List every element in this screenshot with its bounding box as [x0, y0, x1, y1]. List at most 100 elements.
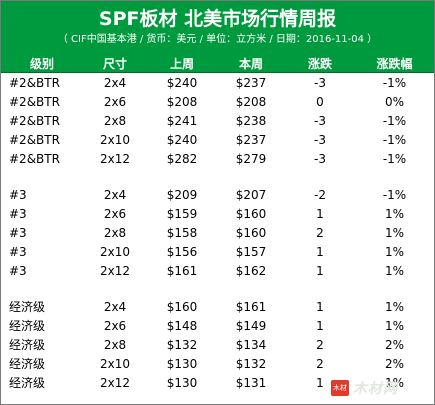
- cell-grade: 经济级: [9, 338, 46, 352]
- cell-this-week: $131: [235, 375, 267, 390]
- cell-this-week: $208: [235, 94, 267, 109]
- table-row: #3 2x6 $159 $160 1 1%: [1, 204, 434, 223]
- cell-change-pct: 1%: [384, 375, 405, 390]
- cell-change: 1: [316, 299, 324, 314]
- cell-change-pct: 2%: [384, 356, 405, 371]
- table-row: 经济级 2x6 $148 $149 1 1%: [1, 316, 434, 335]
- cell-change: 1: [316, 318, 324, 333]
- cell-change-pct: 1%: [384, 299, 405, 314]
- report-header: SPF板材 北美市场行情周报 （ CIF中国基本港 / 货币：美元 / 单位：立…: [1, 1, 434, 55]
- cell-last-week: $209: [166, 187, 198, 202]
- cell-last-week: $130: [166, 356, 198, 371]
- cell-this-week: $132: [235, 356, 267, 371]
- col-header-change: 涨跌: [285, 55, 355, 73]
- cell-grade: #2&BTR: [9, 132, 60, 147]
- col-header-grade: 级别: [1, 55, 83, 73]
- table-row: #3 2x4 $209 $207 -2 -1%: [1, 185, 434, 204]
- cell-size: 2x6: [103, 318, 127, 333]
- cell-last-week: $240: [166, 132, 198, 147]
- table-row: #2&BTR 2x10 $240 $237 -3 -1%: [1, 130, 434, 149]
- table-row: #3 2x12 $161 $162 1 1%: [1, 261, 434, 280]
- cell-this-week: $237: [235, 132, 267, 147]
- cell-change-pct: -1%: [382, 151, 407, 166]
- table-row: #3 2x8 $158 $160 2 1%: [1, 223, 434, 242]
- group-spacer: [1, 168, 434, 185]
- cell-size: 2x10: [99, 244, 130, 259]
- table-row: #3 2x10 $156 $157 1 1%: [1, 242, 434, 261]
- report-subtitle: （ CIF中国基本港 / 货币：美元 / 单位：立方米 / 日期：2016-11…: [57, 34, 378, 45]
- table-row: 经济级 2x8 $132 $134 2 2%: [1, 335, 434, 354]
- cell-this-week: $149: [235, 318, 267, 333]
- cell-last-week: $241: [166, 113, 198, 128]
- cell-size: 2x8: [103, 337, 127, 352]
- col-header-last-week: 上周: [147, 55, 217, 73]
- cell-change-pct: -1%: [382, 113, 407, 128]
- cell-last-week: $161: [166, 263, 198, 278]
- cell-change-pct: 1%: [384, 318, 405, 333]
- cell-change: -3: [314, 113, 326, 128]
- cell-change-pct: 1%: [384, 244, 405, 259]
- price-table: 级别 尺寸 上周 本周 涨跌 涨跌幅 #2&BTR 2x4 $240 $237 -3 -1…: [1, 55, 434, 392]
- cell-size: 2x12: [99, 151, 130, 166]
- cell-grade: 经济级: [9, 300, 46, 314]
- cell-change: 1: [316, 244, 324, 259]
- cell-this-week: $279: [235, 151, 267, 166]
- cell-this-week: $238: [235, 113, 267, 128]
- cell-change-pct: 0%: [384, 94, 405, 109]
- cell-grade: #2&BTR: [9, 151, 60, 166]
- cell-last-week: $208: [166, 94, 198, 109]
- table-row: #2&BTR 2x12 $282 $279 -3 -1%: [1, 149, 434, 168]
- cell-grade: 经济级: [9, 319, 46, 333]
- cell-size: 2x12: [99, 375, 130, 390]
- cell-grade: #2&BTR: [9, 75, 60, 90]
- cell-last-week: $159: [166, 206, 198, 221]
- table-row: #2&BTR 2x8 $241 $238 -3 -1%: [1, 111, 434, 130]
- cell-size: 2x4: [103, 75, 127, 90]
- col-header-this-week: 本周: [217, 55, 285, 73]
- cell-this-week: $207: [235, 187, 267, 202]
- cell-size: 2x8: [103, 225, 127, 240]
- cell-change-pct: 2%: [384, 337, 405, 352]
- cell-last-week: $240: [166, 75, 198, 90]
- cell-change: -3: [314, 151, 326, 166]
- cell-this-week: $134: [235, 337, 267, 352]
- cell-this-week: $160: [235, 206, 267, 221]
- col-header-change-pct: 涨跌幅: [355, 55, 434, 73]
- cell-size: 2x6: [103, 94, 127, 109]
- cell-last-week: $282: [166, 151, 198, 166]
- cell-last-week: $148: [166, 318, 198, 333]
- table-body: #2&BTR 2x4 $240 $237 -3 -1% #2&BTR 2x6 $208 $208 0…: [1, 73, 434, 393]
- cell-change: 1: [316, 206, 324, 221]
- cell-grade: #3: [9, 263, 27, 278]
- cell-change: 0: [316, 94, 324, 109]
- cell-this-week: $237: [235, 75, 267, 90]
- table-row: #2&BTR 2x6 $208 $208 0 0%: [1, 92, 434, 111]
- cell-change-pct: 1%: [384, 225, 405, 240]
- cell-change-pct: -1%: [382, 75, 407, 90]
- cell-size: 2x6: [103, 206, 127, 221]
- cell-last-week: $160: [166, 299, 198, 314]
- table-header-row: 级别 尺寸 上周 本周 涨跌 涨跌幅: [1, 55, 434, 73]
- cell-grade: #2&BTR: [9, 113, 60, 128]
- cell-this-week: $157: [235, 244, 267, 259]
- cell-size: 2x12: [99, 263, 130, 278]
- cell-this-week: $161: [235, 299, 267, 314]
- table-row: #2&BTR 2x4 $240 $237 -3 -1%: [1, 73, 434, 93]
- watermark: 木材 木材网: [331, 378, 398, 398]
- cell-size: 2x4: [103, 299, 127, 314]
- cell-size: 2x10: [99, 132, 130, 147]
- table-row: 经济级 2x4 $160 $161 1 1%: [1, 297, 434, 316]
- cell-change: 2: [316, 225, 324, 240]
- cell-size: 2x8: [103, 113, 127, 128]
- cell-change: 2: [316, 337, 324, 352]
- cell-size: 2x4: [103, 187, 127, 202]
- cell-grade: 经济级: [9, 376, 46, 390]
- cell-grade: 经济级: [9, 357, 46, 371]
- cell-grade: #3: [9, 244, 27, 259]
- table-row: 经济级 2x12 $130 $131 1 1%: [1, 373, 434, 392]
- table-row: 经济级 2x10 $130 $132 2 2%: [1, 354, 434, 373]
- cell-size: 2x10: [99, 356, 130, 371]
- group-spacer: [1, 280, 434, 297]
- cell-last-week: $132: [166, 337, 198, 352]
